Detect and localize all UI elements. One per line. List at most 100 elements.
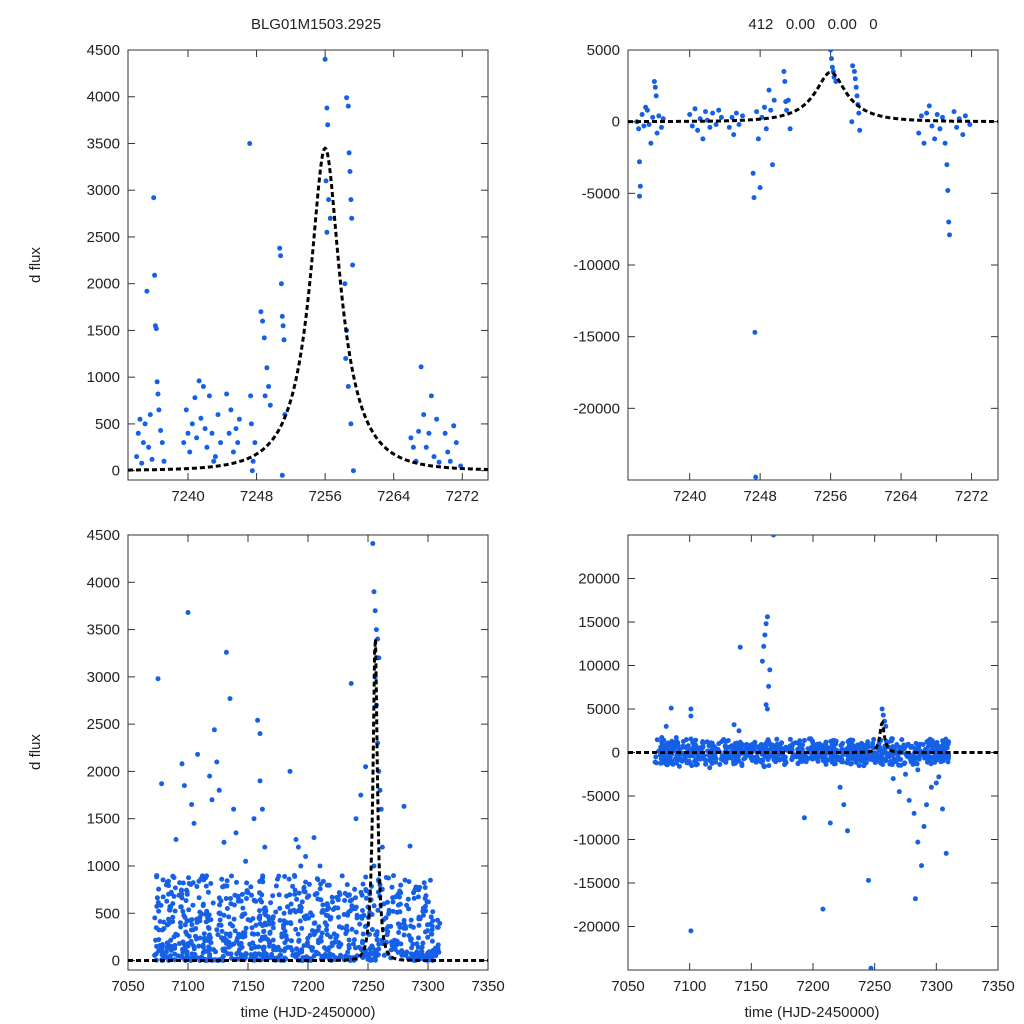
data-point <box>248 952 254 958</box>
y-tick-label: -10000 <box>573 257 620 274</box>
data-point <box>425 950 431 956</box>
data-point <box>172 942 178 948</box>
data-point <box>324 927 329 933</box>
y-tick-label: 0 <box>112 953 120 970</box>
data-point <box>429 951 435 957</box>
data-point <box>723 739 729 745</box>
data-point <box>673 760 679 766</box>
data-point <box>687 112 693 117</box>
data-point <box>779 740 785 746</box>
data-point <box>180 947 185 952</box>
data-point <box>259 934 265 940</box>
data-point <box>159 952 165 958</box>
data-point <box>410 444 416 450</box>
data-point <box>899 746 905 752</box>
data-point <box>763 126 769 132</box>
data-point <box>763 702 769 708</box>
data-point <box>390 908 396 914</box>
data-point <box>725 755 731 761</box>
x-tick-label: 7250 <box>858 978 891 995</box>
data-point <box>191 946 197 952</box>
data-point <box>360 931 366 937</box>
data-point <box>226 944 232 950</box>
data-point <box>234 938 240 944</box>
data-point <box>815 758 821 764</box>
data-point <box>221 884 226 890</box>
data-point <box>160 894 166 900</box>
data-point <box>425 934 431 940</box>
data-point <box>879 706 885 712</box>
x-tick-label: 7150 <box>735 978 768 995</box>
data-point <box>773 759 779 765</box>
data-point <box>217 917 223 923</box>
data-point <box>653 93 659 99</box>
data-point <box>181 941 186 946</box>
y-tick-label: -5000 <box>582 788 620 805</box>
data-point <box>218 440 224 446</box>
data-point <box>223 649 229 655</box>
data-point <box>416 922 422 928</box>
data-point <box>155 676 161 682</box>
x-tick-label: 7200 <box>796 978 829 995</box>
data-point <box>933 780 939 786</box>
data-point <box>342 898 348 903</box>
data-point <box>797 738 803 744</box>
data-point <box>713 122 719 127</box>
data-point <box>156 937 162 943</box>
data-point <box>209 430 215 436</box>
data-point <box>408 923 414 929</box>
data-point <box>883 758 889 764</box>
y-tick-label: 0 <box>612 114 620 131</box>
data-point <box>394 942 400 948</box>
data-point <box>787 126 793 132</box>
data-point <box>259 899 265 905</box>
data-point <box>764 614 770 620</box>
x-tick-label: 7350 <box>981 978 1014 995</box>
data-point <box>188 927 194 933</box>
data-point <box>317 886 323 892</box>
data-point <box>211 458 217 464</box>
data-point <box>766 763 772 769</box>
data-point <box>324 922 330 928</box>
data-point <box>719 739 725 745</box>
data-point <box>760 742 766 748</box>
data-point <box>394 909 400 915</box>
data-point <box>273 909 279 915</box>
data-point <box>277 952 283 958</box>
data-point <box>405 896 411 902</box>
data-point <box>790 753 796 759</box>
data-point <box>294 896 300 902</box>
data-point <box>168 947 174 953</box>
data-point <box>178 924 184 930</box>
data-point <box>700 739 706 745</box>
data-point <box>216 922 222 928</box>
y-tick-label: 500 <box>95 905 120 922</box>
data-point <box>303 879 309 885</box>
data-point <box>175 932 180 938</box>
data-point <box>166 920 172 926</box>
data-point <box>249 468 255 474</box>
data-point <box>280 323 286 329</box>
data-point <box>660 757 666 763</box>
data-point <box>251 816 257 822</box>
data-point <box>855 745 861 751</box>
data-point <box>637 183 643 189</box>
data-point <box>931 757 937 763</box>
data-point <box>181 440 187 446</box>
data-point <box>327 215 333 221</box>
data-point <box>363 895 369 901</box>
data-point <box>350 468 356 474</box>
data-point <box>306 881 312 887</box>
plot-area <box>128 56 488 478</box>
data-point <box>648 140 654 146</box>
data-point <box>177 920 183 926</box>
data-point <box>766 87 772 93</box>
data-point <box>436 459 442 465</box>
data-point <box>298 863 304 869</box>
data-point <box>352 886 358 892</box>
data-point <box>363 874 369 880</box>
data-point <box>429 923 435 929</box>
data-point <box>656 113 662 119</box>
data-point <box>151 195 157 201</box>
data-point <box>401 932 407 938</box>
